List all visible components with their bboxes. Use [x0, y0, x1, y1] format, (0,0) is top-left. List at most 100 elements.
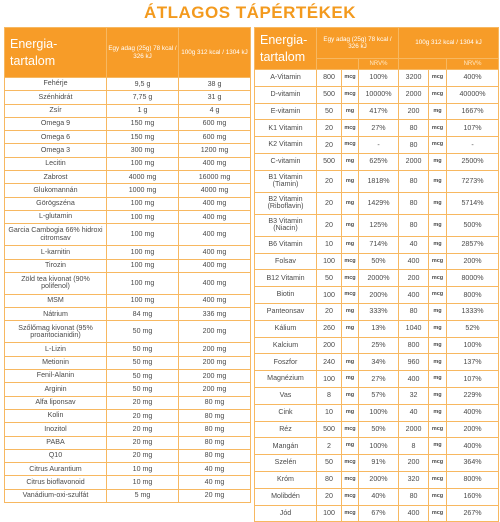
- table-row: K1 Vitamin 20 mcg 27% 80 mcg 107%: [254, 119, 500, 138]
- per-100g-value: 400 mg: [178, 293, 251, 309]
- per-100g-unit: mg: [428, 437, 448, 456]
- per-100g-value: 200 mg: [178, 382, 251, 397]
- serving-unit: mcg: [341, 269, 359, 288]
- serving-value: 10: [316, 403, 342, 422]
- per-100g-unit: mg: [428, 169, 448, 193]
- nutrient-name: Kálium: [254, 319, 317, 338]
- serving-unit: mcg: [341, 85, 359, 104]
- table-row: Alfa liponsav 20 mg 80 mg: [4, 395, 251, 410]
- per-100g-unit: mcg: [428, 470, 448, 489]
- per-100g-value: 80 mg: [178, 422, 251, 437]
- table-row: Vas 8 mg 57% 32 mg 229%: [254, 386, 500, 405]
- per-100g-value: 16000 mg: [178, 170, 251, 185]
- serving-nrv: 100%: [357, 437, 400, 456]
- per-100g-unit: mcg: [428, 269, 448, 288]
- serving-value: 20: [316, 191, 342, 215]
- serving-nrv: 1818%: [357, 169, 400, 193]
- serving-value: 20 mg: [106, 435, 179, 450]
- serving-value: 150 mg: [106, 130, 179, 145]
- table-row: Inozitol 20 mg 80 mg: [4, 422, 251, 437]
- per-100g-nrv: 7273%: [446, 169, 500, 193]
- nutrient-name: B6 Vitamin: [254, 235, 317, 254]
- serving-value: 4000 mg: [106, 170, 179, 185]
- right-subheader-blank: [316, 58, 359, 70]
- table-row: Tirozin 100 mg 400 mg: [4, 258, 251, 273]
- right-subheader-nrv-serving: NRV%: [357, 58, 400, 70]
- table-row: Zöld tea kivonat (90% polifenol) 100 mg 40…: [4, 271, 251, 295]
- per-100g-unit: mg: [428, 302, 448, 321]
- table-row: Omega 9 150 mg 600 mg: [4, 116, 251, 132]
- serving-value: 500: [316, 85, 342, 104]
- table-row: Nátrium 84 mg 336 mg: [4, 307, 251, 322]
- per-100g-value: 400: [398, 504, 430, 522]
- serving-value: 10 mg: [106, 462, 179, 477]
- per-100g-value: 80: [398, 213, 430, 237]
- serving-unit: mg: [341, 302, 359, 321]
- serving-value: 5 mg: [106, 488, 179, 504]
- per-100g-unit: mcg: [428, 252, 448, 271]
- serving-unit: mcg: [341, 252, 359, 271]
- serving-value: 50 mg: [106, 355, 179, 371]
- serving-unit: mg: [341, 386, 359, 405]
- nutrient-name: Folsav: [254, 252, 317, 271]
- serving-value: 20: [316, 487, 342, 506]
- table-row: Szelén 50 mcg 91% 200 mcg 364%: [254, 454, 500, 472]
- serving-value: 20: [316, 302, 342, 321]
- table-row: Zabrost 4000 mg 16000 mg: [4, 170, 251, 185]
- per-100g-value: 80 mg: [178, 448, 251, 464]
- per-100g-unit: mcg: [428, 420, 448, 439]
- nutrient-name: Mangán: [254, 437, 317, 456]
- serving-value: 20 mg: [106, 448, 179, 464]
- serving-unit: mcg: [341, 119, 359, 138]
- per-100g-unit: mg: [428, 152, 448, 171]
- per-100g-value: 80 mg: [178, 395, 251, 410]
- table-row: B3 Vitamin (Niacin) 20 mg 125% 80 mg 500%: [254, 213, 500, 237]
- serving-value: 200: [316, 336, 342, 355]
- per-100g-unit: mg: [428, 353, 448, 372]
- left-table-body: Fehérje 9,5 g 38 g Szénhidrát 7,75 g 31 g Zsír…: [4, 76, 251, 504]
- nutrient-name: Arginin: [4, 382, 107, 397]
- serving-value: 84 mg: [106, 307, 179, 322]
- nutrient-name: L-Lizin: [4, 342, 107, 357]
- serving-nrv: 13%: [357, 319, 400, 338]
- serving-value: 8: [316, 386, 342, 405]
- per-100g-value: 400 mg: [178, 271, 251, 295]
- nutrient-name: Garcia Cambogia 66% hidroxi citromsav: [4, 223, 107, 247]
- serving-nrv: 50%: [357, 420, 400, 439]
- right-header-row: Energia- tartalom Egy adag (25g) 78 kcal…: [254, 27, 500, 70]
- table-row: Szőlőmag kivonat (95% proantocianidin) 50…: [4, 320, 251, 344]
- nutrient-name: Zabrost: [4, 170, 107, 185]
- table-row: L-Lizin 50 mg 200 mg: [4, 342, 251, 357]
- serving-value: 50: [316, 102, 342, 121]
- table-row: E-vitamin 50 mg 417% 200 mg 1667%: [254, 102, 500, 121]
- table-row: L-karnitin 100 mg 400 mg: [4, 245, 251, 260]
- per-100g-value: 80: [398, 487, 430, 506]
- per-100g-value: 400 mg: [178, 196, 251, 211]
- table-row: Glukomannán 1000 mg 4000 mg: [4, 183, 251, 198]
- serving-nrv: 27%: [357, 370, 400, 388]
- table-row: B1 Vitamin (Tiamin) 20 mg 1818% 80 mg 7273%: [254, 169, 500, 193]
- serving-value: 500: [316, 152, 342, 171]
- nutrient-name: Réz: [254, 420, 317, 439]
- per-100g-nrv: 400%: [446, 69, 500, 87]
- per-100g-value: 1040: [398, 319, 430, 338]
- serving-value: 50 mg: [106, 320, 179, 344]
- serving-value: 9,5 g: [106, 76, 179, 92]
- nutrient-name: L-glutamin: [4, 209, 107, 225]
- serving-nrv: 333%: [357, 302, 400, 321]
- right-nutrition-table: Energia- tartalom Egy adag (25g) 78 kcal…: [254, 27, 500, 522]
- serving-nrv: 27%: [357, 119, 400, 138]
- nutrient-name: B1 Vitamin (Tiamin): [254, 169, 317, 193]
- serving-value: 20 mg: [106, 395, 179, 410]
- table-row: Kálium 260 mg 13% 1040 mg 52%: [254, 319, 500, 338]
- serving-unit: mcg: [341, 136, 359, 154]
- serving-value: 100 mg: [106, 209, 179, 225]
- table-row: D-vitamin 500 mcg 10000% 2000 mcg 40000%: [254, 85, 500, 104]
- table-row: Omega 6 150 mg 600 mg: [4, 130, 251, 145]
- nutrient-name: Molibdén: [254, 487, 317, 506]
- serving-nrv: 200%: [357, 470, 400, 489]
- per-100g-value: 320: [398, 470, 430, 489]
- nutrient-name: Foszfor: [254, 353, 317, 372]
- per-100g-unit: mcg: [428, 119, 448, 138]
- serving-unit: mcg: [341, 487, 359, 506]
